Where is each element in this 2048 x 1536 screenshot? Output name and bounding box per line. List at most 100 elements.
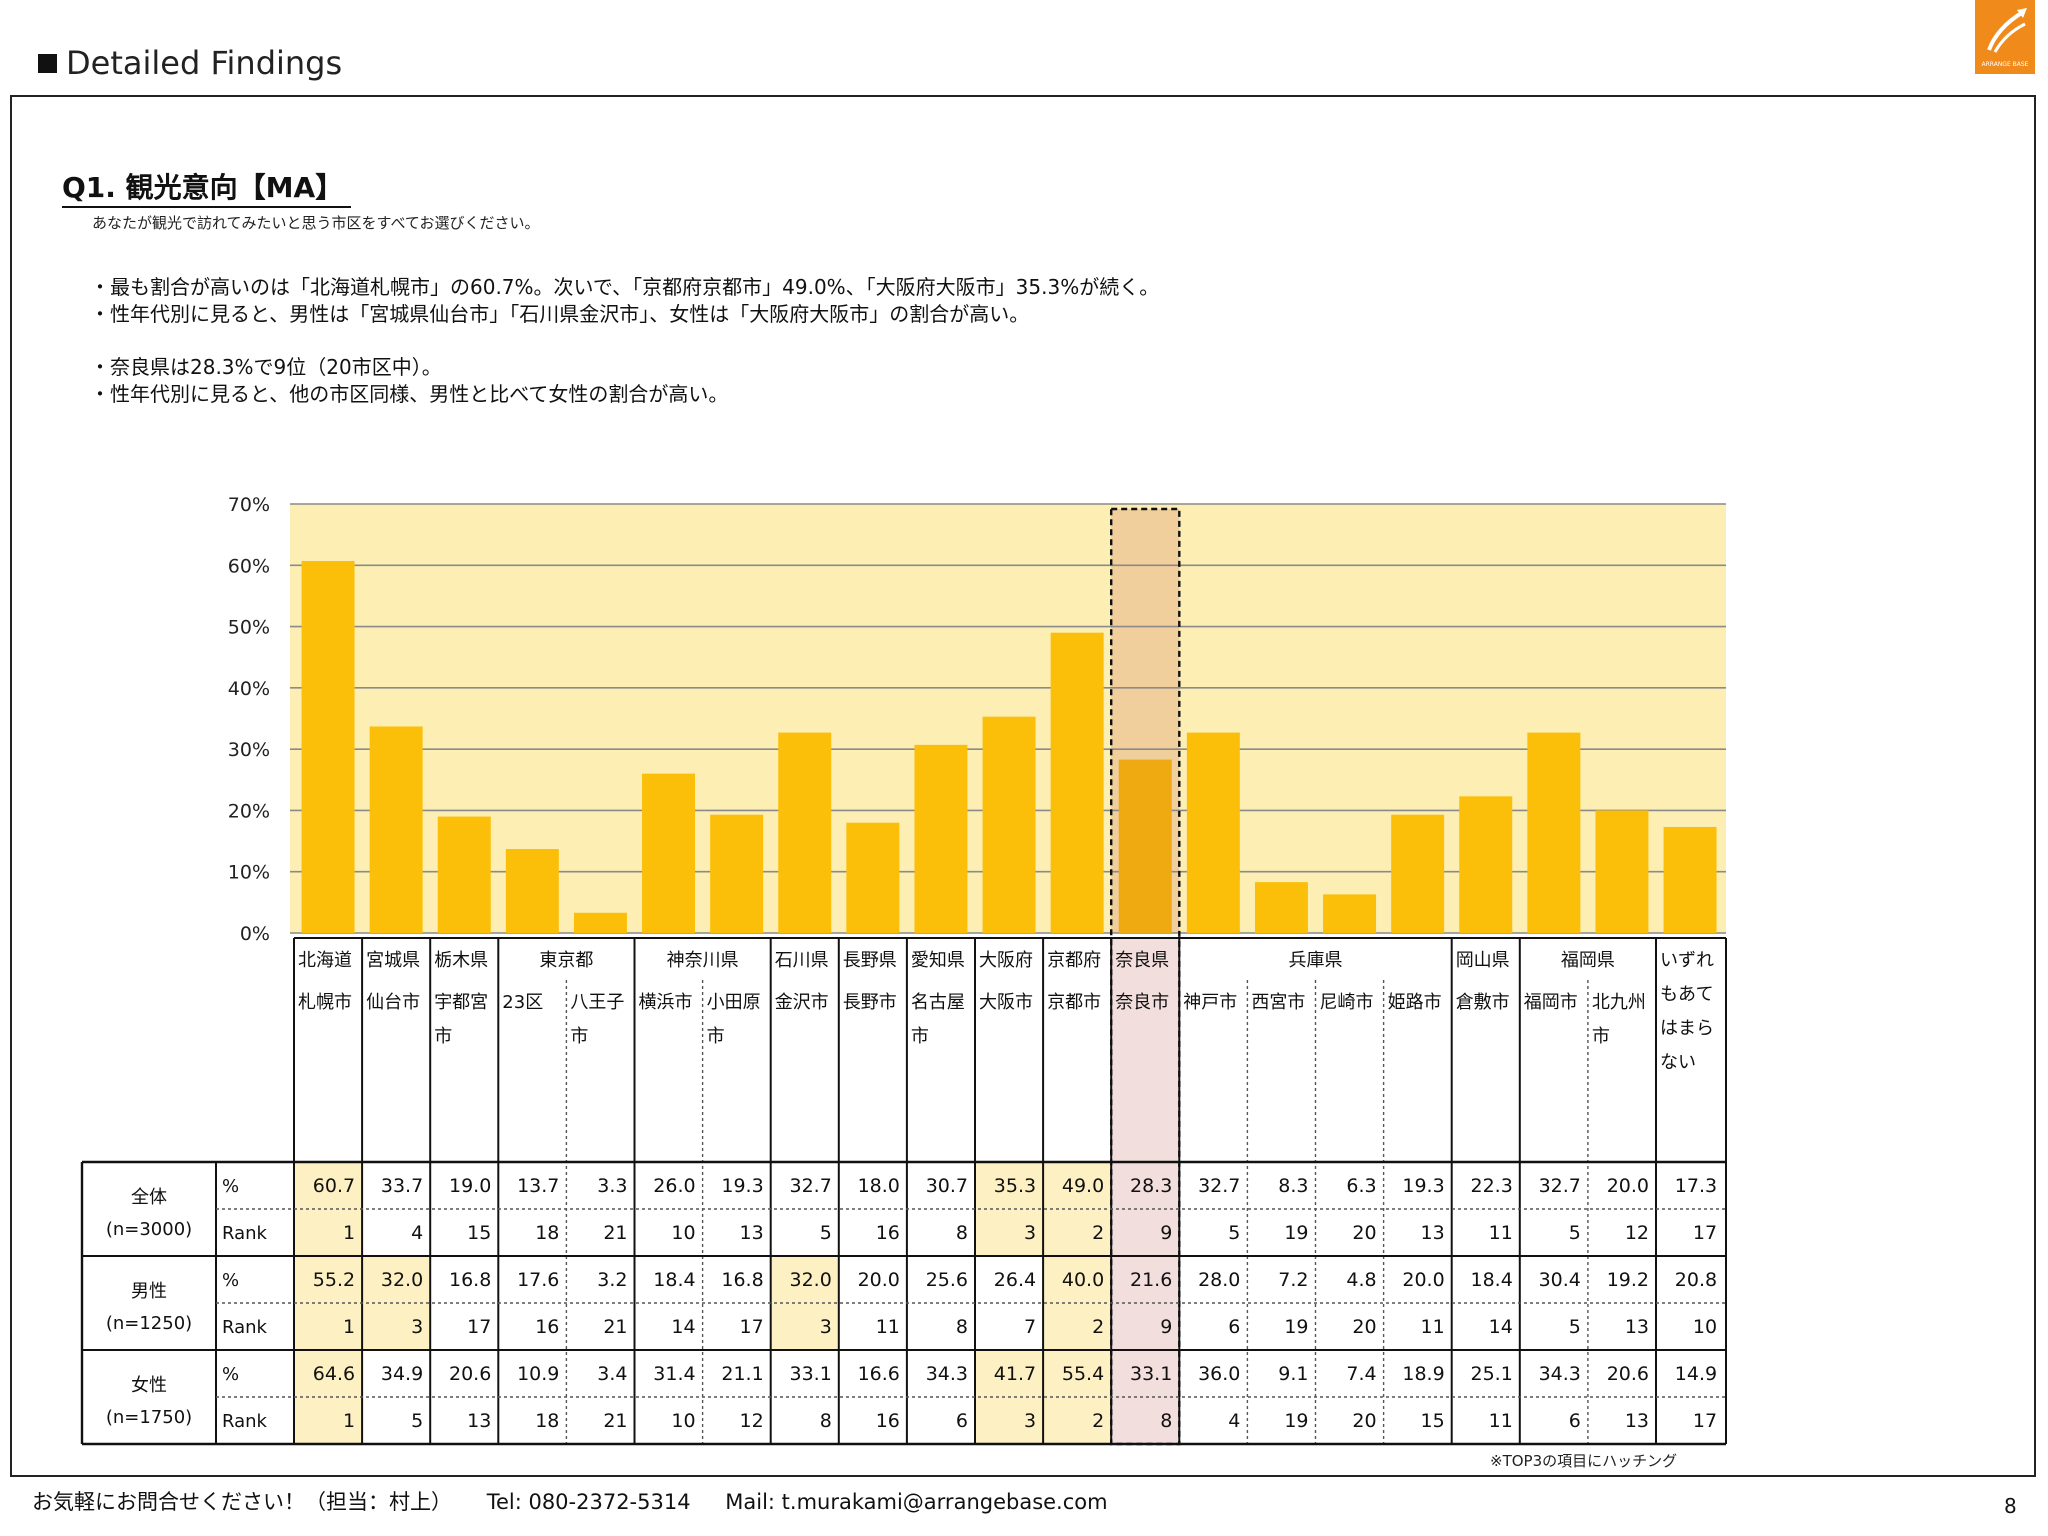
rank-value: 14 xyxy=(671,1316,695,1338)
rank-value: 9 xyxy=(1160,1316,1172,1338)
pct-value: 21.1 xyxy=(721,1363,763,1385)
y-tick-label: 20% xyxy=(228,800,270,822)
city-label: 小田原 xyxy=(707,992,761,1013)
city-label: 23区 xyxy=(502,992,543,1013)
y-tick-label: 40% xyxy=(228,678,270,700)
pct-value: 20.6 xyxy=(449,1363,491,1385)
bar xyxy=(1323,894,1377,933)
group-label: 全体 xyxy=(131,1187,167,1208)
pct-value: 3.2 xyxy=(597,1269,627,1291)
city-label: 仙台市 xyxy=(366,992,420,1013)
footer: お気軽にお問合せください！（担当：村上） Tel: 080-2372-5314 … xyxy=(32,1486,1136,1516)
nara-highlight-box xyxy=(1109,507,1181,1446)
rank-value: 11 xyxy=(1489,1410,1513,1432)
pct-value: 34.3 xyxy=(1539,1363,1581,1385)
bar xyxy=(1527,732,1581,933)
bar xyxy=(1050,632,1104,933)
pct-value: 18.4 xyxy=(1470,1269,1512,1291)
rank-value: 17 xyxy=(467,1316,491,1338)
rank-value: 1 xyxy=(343,1222,355,1244)
rank-value: 16 xyxy=(876,1222,900,1244)
rank-value: 20 xyxy=(1352,1410,1376,1432)
pct-value: 19.0 xyxy=(449,1175,491,1197)
nara-column-fill xyxy=(1111,938,1180,1444)
bullet-4: ・性年代別に見ると、他の市区同様、男性と比べて女性の割合が高い。 xyxy=(90,382,729,406)
city-label: もあて xyxy=(1660,984,1714,1005)
city-label: 倉敷市 xyxy=(1456,992,1510,1013)
logo: ARRANGE BASE xyxy=(1975,0,2035,74)
prefecture-label: 石川県 xyxy=(775,950,829,971)
prefecture-label: 長野県 xyxy=(843,950,897,971)
city-label: 北九州 xyxy=(1592,992,1646,1013)
rank-value: 21 xyxy=(603,1222,627,1244)
pct-value: 34.9 xyxy=(381,1363,423,1385)
rank-value: 16 xyxy=(535,1316,559,1338)
rank-value: 1 xyxy=(343,1316,355,1338)
metric-label: Rank xyxy=(222,1411,268,1432)
rank-value: 17 xyxy=(1693,1222,1717,1244)
y-tick-label: 50% xyxy=(228,617,270,639)
city-label: 金沢市 xyxy=(775,992,829,1013)
rank-value: 17 xyxy=(740,1316,764,1338)
pct-value: 20.6 xyxy=(1607,1363,1649,1385)
city-label: 奈良市 xyxy=(1115,992,1169,1013)
rank-value: 17 xyxy=(1693,1410,1717,1432)
metric-label: % xyxy=(222,1176,239,1197)
rank-value: 9 xyxy=(1160,1222,1172,1244)
rank-value: 2 xyxy=(1092,1410,1104,1432)
logo-text: ARRANGE BASE xyxy=(1981,61,2029,68)
bar xyxy=(846,822,900,933)
pct-value: 19.2 xyxy=(1607,1269,1649,1291)
city-label: 市 xyxy=(1592,1026,1610,1047)
rank-value: 13 xyxy=(1625,1316,1649,1338)
rank-value: 12 xyxy=(1625,1222,1649,1244)
bar xyxy=(573,912,627,933)
y-tick-label: 30% xyxy=(228,739,270,761)
rank-value: 15 xyxy=(1421,1410,1445,1432)
pct-value: 17.3 xyxy=(1675,1175,1717,1197)
rank-value: 4 xyxy=(1228,1410,1240,1432)
pct-value: 22.3 xyxy=(1470,1175,1512,1197)
pct-value: 41.7 xyxy=(994,1363,1036,1385)
prefecture-label: 東京都 xyxy=(539,950,593,971)
group-n-label: (n=1250) xyxy=(106,1313,192,1334)
prefecture-label: 北海道 xyxy=(298,950,352,971)
pct-value: 3.4 xyxy=(597,1363,627,1385)
pct-value: 10.9 xyxy=(517,1363,559,1385)
metric-label: Rank xyxy=(222,1317,268,1338)
bar xyxy=(369,726,423,933)
pct-value: 28.3 xyxy=(1130,1175,1172,1197)
pct-value: 33.1 xyxy=(1130,1363,1172,1385)
bar xyxy=(642,773,696,933)
prefecture-label: 神奈川県 xyxy=(667,950,739,971)
rank-value: 5 xyxy=(1569,1316,1581,1338)
metric-label: % xyxy=(222,1364,239,1385)
city-label: 長野市 xyxy=(843,992,897,1013)
page-number: 8 xyxy=(2004,1494,2017,1518)
city-label: 市 xyxy=(570,1026,588,1047)
section-title: Detailed Findings xyxy=(66,44,343,82)
section-header: Detailed Findings xyxy=(38,44,342,82)
city-label: ない xyxy=(1660,1052,1696,1073)
rank-value: 16 xyxy=(876,1410,900,1432)
pct-value: 35.3 xyxy=(994,1175,1036,1197)
rank-value: 11 xyxy=(1421,1316,1445,1338)
city-label: 神戸市 xyxy=(1183,992,1237,1013)
rank-value: 2 xyxy=(1092,1222,1104,1244)
group-n-label: (n=1750) xyxy=(106,1407,192,1428)
pct-value: 40.0 xyxy=(1062,1269,1104,1291)
city-label: 横浜市 xyxy=(639,992,693,1013)
pct-value: 55.4 xyxy=(1062,1363,1104,1385)
pct-value: 14.9 xyxy=(1675,1363,1717,1385)
pct-value: 16.6 xyxy=(858,1363,900,1385)
footer-tel: Tel: 080-2372-5314 xyxy=(486,1490,691,1514)
city-label: 市 xyxy=(707,1026,725,1047)
pct-value: 3.3 xyxy=(597,1175,627,1197)
rank-value: 19 xyxy=(1284,1316,1308,1338)
rank-value: 6 xyxy=(956,1410,968,1432)
group-label: 女性 xyxy=(131,1375,167,1396)
rank-value: 13 xyxy=(1421,1222,1445,1244)
rank-value: 3 xyxy=(1024,1410,1036,1432)
pct-value: 18.4 xyxy=(653,1269,695,1291)
